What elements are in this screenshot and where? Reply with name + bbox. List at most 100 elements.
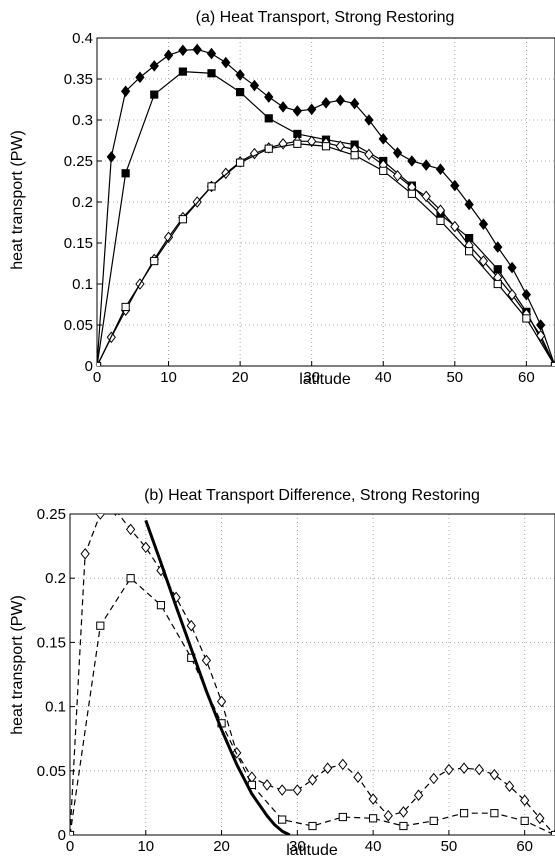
panel-a-x-tick-label: 30	[303, 369, 320, 386]
panel-b-series-1-point	[307, 773, 318, 786]
panel-a-series-4-point	[121, 302, 130, 312]
panel-b-x-tick-label: 50	[441, 838, 458, 855]
panel-b-series-1-point	[489, 768, 500, 781]
panel-b-series-1-point	[186, 619, 196, 632]
panel-a-series-1-point	[450, 179, 460, 192]
panel-a-series-2-point	[150, 90, 159, 99]
panel-a-series-1-point	[106, 151, 116, 163]
panel-b-series-1-point	[459, 762, 469, 775]
panel-b-y-tick-label: 0.15	[37, 634, 66, 651]
panel-a-series-1-point	[349, 97, 360, 110]
panel-a-series-3-point	[307, 135, 317, 148]
panel-b-series-1-point	[535, 812, 545, 825]
panel-a-x-tick-label: 10	[160, 369, 177, 386]
panel-a-series-1	[97, 43, 555, 366]
panel-b-x-tick-label: 0	[66, 838, 74, 855]
panel-a-series-3-point	[421, 190, 431, 203]
panel-a-series-1-point	[235, 69, 245, 81]
panel-b-series-3-line	[144, 519, 291, 835]
panel-b-y-tick-label: 0	[58, 827, 66, 844]
panel-a-series-2-line	[97, 71, 555, 366]
panel-a-series-1-point	[307, 103, 317, 116]
panel-b-series-2-point	[520, 816, 529, 825]
panel-b-series-1-point	[474, 763, 484, 776]
panel-b-x-tick-label: 20	[213, 838, 230, 855]
panel-b-x-tick-label: 30	[289, 838, 306, 855]
panel-b-series-1-point	[429, 772, 439, 785]
panel-b-series-1-point	[292, 784, 302, 796]
panel-b-series-1-point	[353, 771, 363, 784]
panel-b-series-1-point	[504, 780, 515, 793]
panel-a-series-1-point	[249, 79, 260, 92]
panel-a-series-3-line	[97, 140, 555, 366]
panel-a-series-1-point	[178, 44, 188, 57]
panel-a-y-tick-label: 0.25	[64, 153, 93, 170]
panel-a-y-tick-label: 0.1	[72, 276, 93, 293]
panel-a-series-1-point	[493, 241, 503, 253]
panel-a-series-2-point	[236, 88, 245, 97]
panel-b-series-2-point	[369, 814, 378, 823]
panel-a-series-3-point	[478, 255, 489, 267]
panel-a-series-1-line	[97, 48, 555, 366]
panel-b-series-1-point	[383, 809, 393, 822]
panel-a-series-4-point	[236, 158, 245, 167]
panel-a-series-1-point	[278, 101, 288, 113]
panel-a-y-tick-label: 0.4	[72, 30, 93, 47]
panel-a-y-tick-label: 0.05	[64, 317, 93, 334]
panel-a-x-tick-label: 20	[232, 369, 249, 386]
panel-b-series-1-point	[95, 514, 105, 520]
panel-a-series-3-point	[435, 204, 446, 217]
panel-b-series-1-point	[368, 793, 378, 805]
panel-a-y-tick-label: 0.2	[72, 194, 93, 211]
panel-a-series-1-point	[321, 96, 331, 109]
panel-b-series-2-point	[459, 809, 469, 818]
panel-a-y-tick-label: 0.3	[72, 112, 93, 129]
panel-b-series-1-point	[113, 514, 118, 516]
panel-a-series-1-point	[421, 159, 431, 171]
panel-a-series-1-point	[135, 71, 145, 84]
panel-b-series-2-point	[399, 821, 408, 831]
panel-a-series-1-point	[192, 43, 202, 56]
panel-a-x-tick-label: 60	[518, 369, 535, 386]
panel-b-x-tick-label: 60	[516, 838, 533, 855]
panel-b-series-1-point	[520, 794, 530, 807]
panel-a-series-2-point	[121, 169, 130, 178]
panel-a-x-tick-label: 0	[93, 369, 101, 386]
panel-b-series-2-point	[429, 816, 438, 825]
panel-b-series-1-point	[80, 548, 90, 560]
panel-b-series-2-point	[338, 812, 347, 822]
panel-a-series-2-point	[178, 67, 187, 76]
panel-a-series-4-point	[97, 361, 102, 366]
panel-a-series-1-point	[536, 319, 546, 331]
panel-a-y-tick-label: 0.35	[64, 71, 93, 88]
panel-a-series-1-point	[478, 218, 489, 230]
panel-a-x-axis-label: latitude	[299, 371, 351, 388]
panel-b-series-1-point	[398, 806, 409, 818]
panel-a-series-3-point	[392, 169, 403, 182]
panel-a-series-4-point	[178, 215, 187, 224]
panel-a: (a) Heat Transport, Strong Restoring hea…	[9, 9, 555, 388]
panel-b-series-1-point	[338, 758, 348, 771]
panel-b-series-1-point	[141, 541, 151, 554]
panel-a-series-3-point	[507, 288, 517, 301]
panel-a-series-4-point	[522, 314, 531, 323]
panel-b-series-2-point	[490, 809, 499, 818]
panel-a-series-1-point	[435, 163, 446, 176]
panel-b-series-2-point	[308, 821, 317, 831]
panel-a-series-4-point	[264, 144, 273, 153]
panel-a-series-4-point	[150, 256, 159, 266]
panel-b-series-1-point	[262, 779, 272, 791]
panel-b-y-axis-label: heat transport (PW)	[9, 595, 26, 735]
panel-a-series-2	[97, 67, 555, 366]
panel-a-series-2-point	[207, 69, 216, 78]
panel-b-y-tick-label: 0.05	[37, 763, 66, 780]
panel-a-series-4-point	[293, 139, 302, 148]
panel-b-series-1-point	[201, 654, 212, 667]
panel-b-series-2-point	[70, 830, 75, 835]
panel-b-series-2	[70, 574, 555, 835]
panel-b-series-1-point	[413, 789, 424, 801]
panel-a-series-1-point	[120, 85, 131, 98]
panel-b: (b) Heat Transport Difference, Strong Re…	[9, 487, 555, 859]
panel-a-title: (a) Heat Transport, Strong Restoring	[196, 9, 455, 26]
panel-b-series-2-point	[278, 815, 287, 824]
